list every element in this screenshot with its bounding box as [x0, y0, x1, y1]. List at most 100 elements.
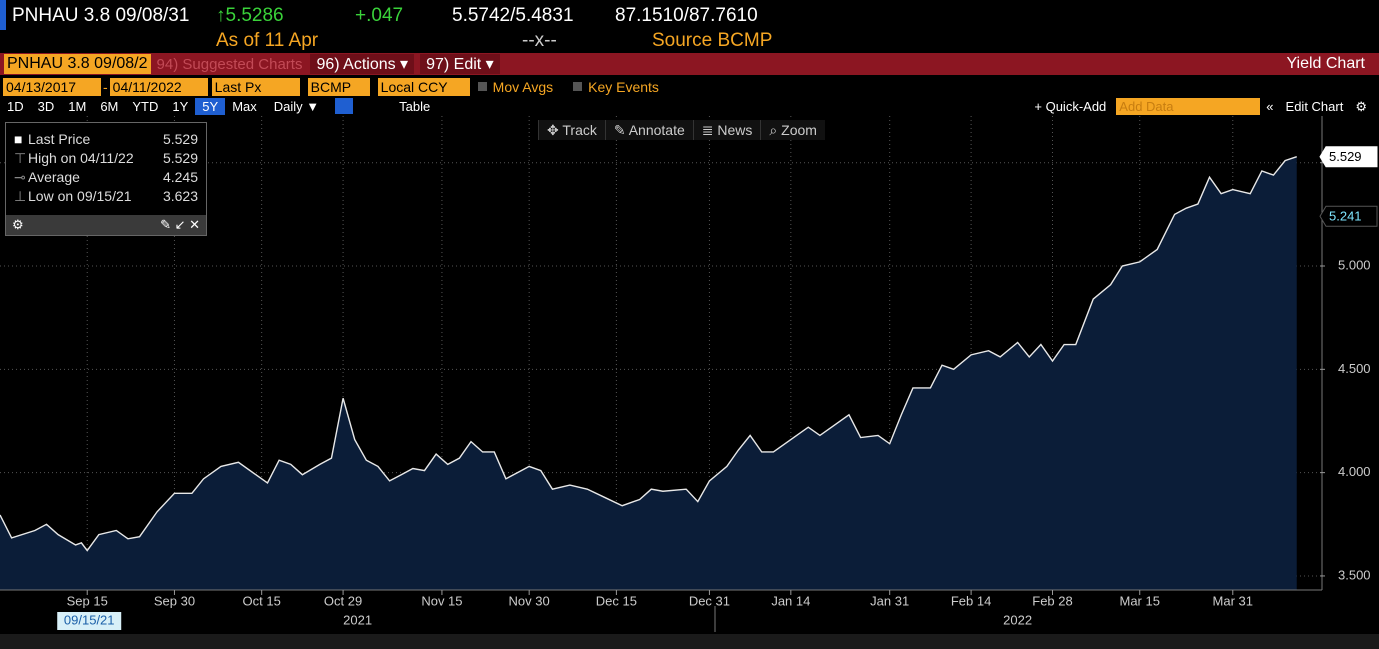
legend-toolbar: ⚙ ✎ ↙ ✕	[6, 215, 206, 235]
add-data[interactable]: Add Data	[1116, 97, 1261, 115]
range-button[interactable]: 1M	[68, 98, 87, 114]
settings-bar: 04/13/2017 - 04/11/2022 Last Px BCMP Loc…	[0, 77, 1379, 96]
x-tick-label: Feb 28	[1032, 593, 1072, 608]
legend-value: 5.529	[162, 150, 198, 166]
chart-tools: ✥ Track ✎ Annotate ≣ News ⌕ Zoom	[538, 120, 825, 140]
year-label: 2021	[343, 612, 372, 627]
x-tick-label: Oct 15	[243, 593, 281, 608]
range-button[interactable]: 1Y	[172, 98, 189, 114]
legend-glyph: ■	[14, 131, 23, 147]
cursor-date-box	[57, 612, 122, 630]
legend-value: 4.245	[162, 169, 198, 185]
tool[interactable]: ✎ Annotate	[604, 120, 693, 140]
x-tick-label: Sep 30	[154, 593, 195, 608]
legend-glyph: ⊸	[14, 169, 26, 185]
range-button[interactable]: 1D	[7, 98, 24, 114]
tool[interactable]: ✥ Track	[538, 120, 605, 140]
tool[interactable]: ⌕ Zoom	[760, 120, 825, 140]
ticker-input[interactable]: PNHAU 3.8 09/08/2	[4, 54, 151, 74]
x-tick-label: Sep 15	[67, 593, 108, 608]
start-date[interactable]: 04/13/2017	[3, 77, 101, 96]
x-tick-label: Nov 30	[509, 593, 550, 608]
price-tag	[1319, 146, 1378, 168]
checkbox[interactable]	[477, 82, 487, 91]
tool-label: Annotate	[628, 122, 685, 138]
legend-value: 3.623	[162, 188, 198, 204]
legend-label: Average	[28, 169, 80, 185]
field[interactable]: Last Px	[211, 77, 300, 96]
quick-add[interactable]: + Quick-Add	[1034, 98, 1107, 114]
tool[interactable]: ≣ News	[692, 120, 761, 140]
key-events[interactable]: Key Events	[588, 78, 659, 95]
source: Source BCMP	[652, 30, 773, 51]
bottom-strip	[0, 634, 1379, 649]
tool-label: Track	[562, 122, 597, 138]
x-tick-label: Dec 31	[689, 593, 730, 608]
last: ↑5.5286	[216, 5, 284, 26]
line-icon[interactable]	[335, 98, 354, 114]
legend-glyph: ⊥	[14, 188, 27, 204]
tool-label: News	[717, 122, 753, 138]
legend-row: ■ Last Price 5.529	[14, 131, 198, 150]
legend-row: ⊥ Low on 09/15/21 3.623	[14, 188, 198, 207]
x-tick-label: Jan 31	[870, 593, 909, 608]
y-tick-label: 4.000	[1338, 464, 1371, 479]
chart-title: Yield Chart	[1286, 55, 1365, 72]
x-axis-band	[0, 590, 1379, 632]
x-tick-label: Jan 14	[771, 593, 810, 608]
legend-label: High on 04/11/22	[28, 150, 134, 166]
range-bar: 1D 3D 1M 6M YTD 1Y 5Y Max Daily ▼ Table + Quick…	[0, 97, 1379, 115]
x-tick-label: Oct 29	[324, 593, 362, 608]
period[interactable]: Daily ▼	[273, 98, 320, 114]
y-tick-label: 4.500	[1338, 361, 1371, 376]
tool-label: Zoom	[781, 122, 817, 138]
source-input[interactable]: BCMP	[307, 77, 370, 96]
command-bar: PNHAU 3.8 09/08/2 94) Suggested Charts 9…	[0, 53, 1379, 75]
actions[interactable]: 96) Actions ▾	[310, 54, 415, 74]
range-button[interactable]: 6M	[100, 98, 119, 114]
mid: --x--	[522, 30, 557, 51]
line	[0, 156, 1297, 552]
legend-row: ⊤ High on 04/11/22 5.529	[14, 150, 198, 169]
table[interactable]: Table	[399, 98, 431, 114]
range-button[interactable]: 5Y	[195, 97, 226, 115]
year-label: 2022	[1003, 612, 1032, 627]
price-tag-label: 5.529	[1329, 149, 1362, 164]
dash: -	[103, 78, 108, 95]
legend-row: ⊸ Average 4.245	[14, 169, 198, 188]
x-tick-label: Feb 14	[951, 593, 991, 608]
y-tick-label: 5.000	[1338, 257, 1371, 272]
x-tick-label: Mar 31	[1213, 593, 1253, 608]
x-tick-label: Nov 15	[421, 593, 462, 608]
legend-label: Last Price	[28, 131, 91, 147]
checkbox[interactable]	[573, 82, 583, 91]
security: PNHAU 3.8 09/08/31	[12, 5, 190, 26]
legend-label: Low on 09/15/21	[28, 188, 132, 204]
legend: ■ Last Price 5.529 ⊤ High on 04/11/22 5.529 ⊸ A…	[5, 122, 207, 236]
suggested-charts[interactable]: 94) Suggested Charts	[156, 55, 303, 73]
range-button[interactable]: Max	[232, 98, 257, 114]
range-button[interactable]: 3D	[37, 98, 55, 114]
settings-icon[interactable]: ⚙	[1355, 98, 1367, 114]
mov-avgs[interactable]: Mov Avgs	[492, 78, 554, 95]
cursor-date: 09/15/21	[64, 612, 115, 627]
edit-chart[interactable]: Edit Chart	[1285, 98, 1344, 114]
as-of: As of 11 Apr	[216, 30, 319, 51]
range-button[interactable]: YTD	[132, 98, 159, 114]
edit[interactable]: 97) Edit ▾	[420, 54, 500, 74]
legend-value: 5.529	[162, 131, 198, 147]
x-tick-label: Dec 15	[596, 593, 637, 608]
legend-glyph: ⊤	[14, 150, 27, 166]
price: 87.1510/87.7610	[615, 5, 758, 26]
range-buttons: 1D 3D 1M 6M YTD 1Y 5Y Max	[0, 97, 264, 115]
area	[0, 156, 1297, 590]
price-tag	[1319, 205, 1378, 227]
legend-rows: ■ Last Price 5.529 ⊤ High on 04/11/22 5.529 ⊸ A…	[6, 123, 206, 207]
collapse[interactable]: «	[1266, 98, 1274, 114]
currency[interactable]: Local CCY	[377, 77, 470, 96]
change: +.047	[355, 5, 404, 26]
end-date[interactable]: 04/11/2022	[109, 77, 208, 96]
price-tag-label: 5.241	[1329, 209, 1362, 224]
